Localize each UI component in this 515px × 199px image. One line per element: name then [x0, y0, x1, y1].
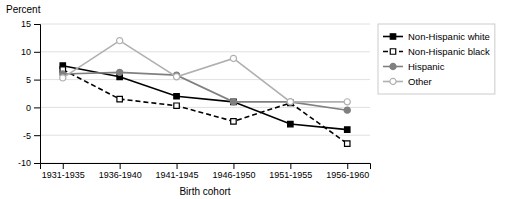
x-tick: 1951-1955 [269, 163, 312, 180]
series-line [63, 72, 347, 110]
y-tick-mark [34, 52, 40, 53]
grid-line [40, 24, 370, 25]
x-tick: 1936-1940 [99, 163, 142, 180]
point [174, 94, 179, 99]
y-tick-mark [34, 135, 40, 136]
x-tick: 1956-1960 [326, 163, 369, 180]
legend-item: Hispanic [383, 61, 445, 72]
y-axis: -10 -5 0 5 10 15 [18, 19, 41, 168]
point [231, 99, 236, 104]
y-tick-mark [34, 24, 40, 25]
point [117, 38, 123, 44]
point [60, 75, 66, 81]
legend-item: Other [383, 76, 432, 87]
y-tick-label: 5 [26, 75, 31, 85]
y-tick-mark [34, 80, 40, 81]
legend-label: Non-Hispanic black [408, 46, 490, 57]
grid-line [40, 135, 370, 136]
y-tick-label: 0 [26, 103, 31, 113]
x-axis: 1931-1935 1936-1940 1941-1945 1946-1950 1951… [41, 163, 371, 180]
y-tick: 10 [21, 47, 40, 57]
grid-line [40, 79, 370, 80]
legend-label: Non-Hispanic white [408, 31, 490, 42]
x-tick: 1946-1950 [212, 163, 255, 180]
x-tick: 1941-1945 [156, 163, 199, 180]
series-line [63, 66, 347, 130]
plot: -10-50510151931-19351936-19401941-194519… [18, 19, 371, 180]
x-tick-label: 1931-1935 [42, 170, 85, 180]
x-tick-mark [177, 163, 178, 169]
point [288, 121, 293, 126]
series [60, 63, 350, 132]
legend-marker [390, 78, 396, 84]
x-tick-label: 1936-1940 [99, 170, 142, 180]
grid-line [40, 51, 370, 52]
y-tick: 5 [26, 75, 40, 85]
x-axis-line [41, 164, 371, 170]
y-tick: -10 [18, 158, 40, 168]
x-tick-mark [233, 163, 234, 169]
x-tick-label: 1951-1955 [269, 170, 312, 180]
marks [60, 38, 351, 147]
y-axis-title: Percent [6, 4, 41, 15]
x-tick-mark [347, 163, 348, 169]
x-tick-mark [120, 163, 121, 169]
y-tick-label: 10 [21, 47, 31, 57]
point [174, 103, 179, 108]
point [230, 99, 236, 105]
series-line [63, 41, 347, 102]
y-tick-label: -5 [23, 131, 31, 141]
legend-frame [378, 24, 495, 94]
legend-label: Hispanic [408, 61, 445, 72]
point [287, 99, 293, 105]
legend-label: Other [408, 76, 432, 87]
point [117, 96, 122, 101]
point [344, 107, 350, 113]
series [60, 69, 351, 113]
chart: -10-50510151931-19351936-19401941-194519… [0, 0, 515, 199]
legend-marker [390, 63, 396, 69]
y-tick: 0 [26, 103, 40, 113]
series-line [63, 70, 347, 144]
y-tick: 15 [21, 19, 40, 29]
point [344, 99, 350, 105]
point [173, 74, 179, 80]
grid [40, 24, 370, 163]
x-tick-label: 1946-1950 [212, 170, 255, 180]
x-tick-mark [290, 163, 291, 169]
x-axis-title: Birth cohort [179, 186, 230, 197]
legend: Non-Hispanic white Non-Hispanic black Hisp… [378, 24, 495, 94]
legend-item: Non-Hispanic white [383, 31, 490, 42]
y-axis-line [34, 25, 41, 164]
x-tick-label: 1941-1945 [156, 170, 199, 180]
point [230, 55, 236, 61]
x-tick-mark [63, 163, 64, 169]
y-tick-label: -10 [18, 158, 31, 168]
y-tick-label: 15 [21, 19, 31, 29]
y-tick-mark [34, 163, 40, 164]
x-tick-label: 1956-1960 [326, 170, 369, 180]
y-tick: -5 [23, 131, 40, 141]
series [60, 67, 350, 146]
legend-item: Non-Hispanic black [383, 46, 490, 57]
legend-marker [390, 49, 395, 54]
series [60, 38, 351, 105]
point [345, 127, 350, 132]
point [345, 141, 350, 146]
point [231, 119, 236, 124]
point [287, 99, 293, 105]
legend-marker [390, 34, 395, 39]
point [117, 69, 123, 75]
y-tick-mark [34, 107, 40, 108]
x-tick: 1931-1935 [42, 163, 85, 180]
